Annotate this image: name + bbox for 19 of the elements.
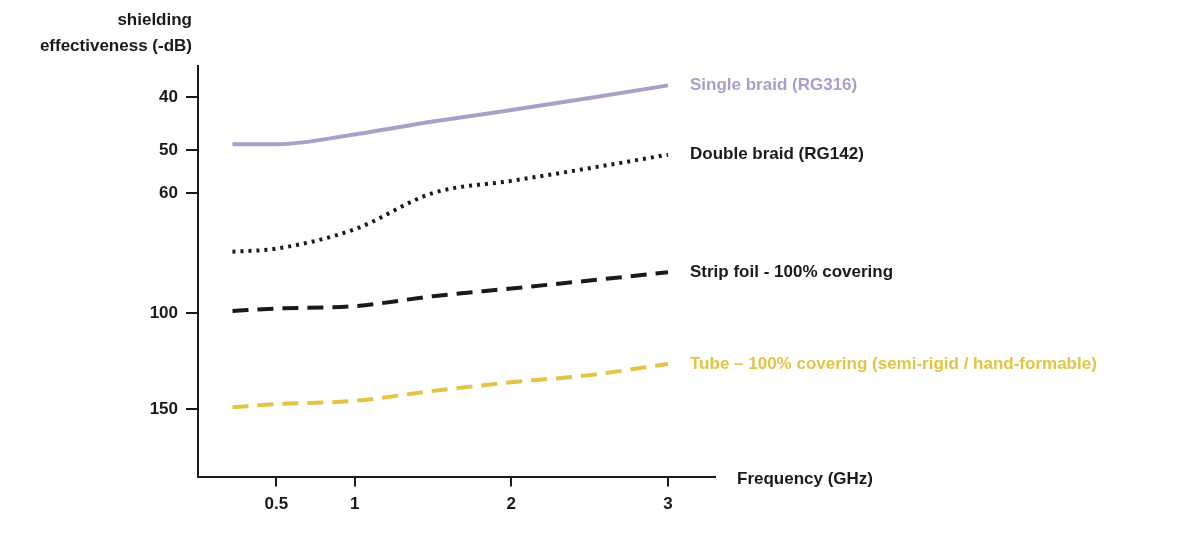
x-axis-title: Frequency (GHz): [737, 469, 874, 489]
line-series: [230, 83, 670, 147]
y-tick-label: 40: [159, 87, 178, 107]
series-label: Double braid (RG142): [690, 144, 864, 164]
y-axis-title: shielding effectiveness (-dB): [39, 10, 192, 56]
series-label: Single braid (RG316): [690, 75, 858, 95]
x-tick-label: 3: [663, 494, 673, 514]
y-tick-label: 100: [149, 303, 178, 322]
line-series: [230, 152, 670, 254]
series-label: Tube – 100% covering (semi-rigid / hand-formable): [690, 353, 1097, 373]
y-tick-label: 50: [159, 139, 178, 159]
y-tick-label: 150: [149, 398, 178, 418]
x-tick-label: 0.5: [264, 494, 289, 514]
x-tick-label: 1: [349, 494, 360, 514]
x-tick-label: 2: [506, 494, 517, 514]
series-label: Strip foil - 100% covering: [690, 261, 894, 281]
line-series: [230, 270, 670, 313]
line-series: [230, 361, 670, 410]
y-tick-label: 60: [159, 182, 178, 202]
